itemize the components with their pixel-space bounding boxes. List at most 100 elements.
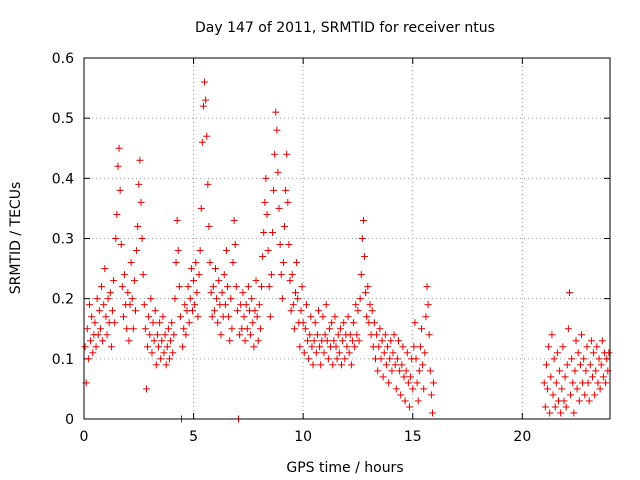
data-point <box>224 283 232 291</box>
data-point <box>136 156 144 164</box>
data-point <box>427 391 435 399</box>
data-point <box>222 247 230 255</box>
data-point <box>364 283 372 291</box>
data-point <box>332 343 340 351</box>
data-point <box>592 367 600 375</box>
data-point <box>228 325 236 333</box>
data-point <box>277 271 285 279</box>
data-point <box>195 271 203 279</box>
data-point <box>399 343 407 351</box>
data-point <box>290 325 298 333</box>
data-point <box>550 355 558 363</box>
data-point <box>251 307 259 315</box>
data-point <box>413 379 421 387</box>
data-point <box>99 337 107 345</box>
data-point <box>248 295 256 303</box>
data-point <box>176 313 184 321</box>
data-point <box>151 307 159 315</box>
data-point <box>392 385 400 393</box>
data-point <box>294 295 302 303</box>
data-point <box>262 174 270 182</box>
data-point <box>203 132 211 140</box>
data-points <box>81 78 613 423</box>
data-point <box>273 126 281 134</box>
data-point <box>315 307 323 315</box>
data-point <box>551 403 559 411</box>
data-point <box>197 204 205 212</box>
data-point <box>419 361 427 369</box>
data-point <box>380 349 388 357</box>
data-point <box>561 373 569 381</box>
data-point <box>284 198 292 206</box>
chart-title: Day 147 of 2011, SRMTID for receiver ntu… <box>195 20 495 36</box>
data-point <box>225 313 233 321</box>
data-point <box>355 337 363 345</box>
data-point <box>353 331 361 339</box>
data-point <box>201 78 209 86</box>
data-point <box>118 283 126 291</box>
data-point <box>119 313 127 321</box>
data-point <box>133 247 141 255</box>
data-point <box>115 144 123 152</box>
data-point <box>160 349 168 357</box>
data-point <box>101 265 109 273</box>
data-point <box>422 313 430 321</box>
data-point <box>126 301 134 309</box>
data-point <box>541 403 549 411</box>
data-point <box>573 385 581 393</box>
data-point <box>598 337 606 345</box>
data-point <box>132 307 140 315</box>
data-point <box>395 337 403 345</box>
data-point <box>184 283 192 291</box>
data-point <box>198 138 206 146</box>
data-point <box>142 385 150 393</box>
data-point <box>379 373 387 381</box>
data-point <box>597 361 605 369</box>
data-point <box>393 355 401 363</box>
data-point <box>165 355 173 363</box>
data-point <box>366 301 374 309</box>
data-point <box>260 228 268 236</box>
data-point <box>242 301 250 309</box>
data-point <box>344 313 352 321</box>
data-point <box>595 355 603 363</box>
data-point <box>354 307 362 315</box>
data-point <box>358 235 366 242</box>
data-point <box>147 295 155 303</box>
data-point <box>430 379 438 387</box>
data-point <box>229 259 237 267</box>
data-point <box>241 337 249 345</box>
data-point <box>167 337 175 345</box>
data-point <box>163 343 171 351</box>
data-point <box>221 301 229 309</box>
data-point <box>540 379 548 387</box>
data-point <box>124 289 132 297</box>
data-point <box>96 325 104 333</box>
data-point <box>217 331 225 339</box>
data-point <box>275 204 283 212</box>
data-point <box>159 313 167 321</box>
data-point <box>123 325 131 333</box>
data-point <box>111 319 119 327</box>
data-point <box>375 343 383 351</box>
grid-lines <box>84 58 610 419</box>
data-point <box>602 379 610 387</box>
data-point <box>244 283 252 291</box>
data-point <box>161 331 169 339</box>
data-point <box>88 313 96 321</box>
data-point <box>271 150 279 158</box>
data-point <box>409 385 417 393</box>
data-point <box>145 313 153 321</box>
data-point <box>261 198 269 206</box>
data-point <box>252 277 260 285</box>
data-point <box>247 331 255 339</box>
data-point <box>562 403 570 411</box>
data-point <box>572 337 580 345</box>
data-point <box>324 355 332 363</box>
data-point <box>190 277 198 285</box>
data-point <box>583 343 591 351</box>
data-point <box>206 259 214 267</box>
data-point <box>208 313 216 321</box>
data-point <box>362 289 370 297</box>
data-point <box>320 349 328 357</box>
